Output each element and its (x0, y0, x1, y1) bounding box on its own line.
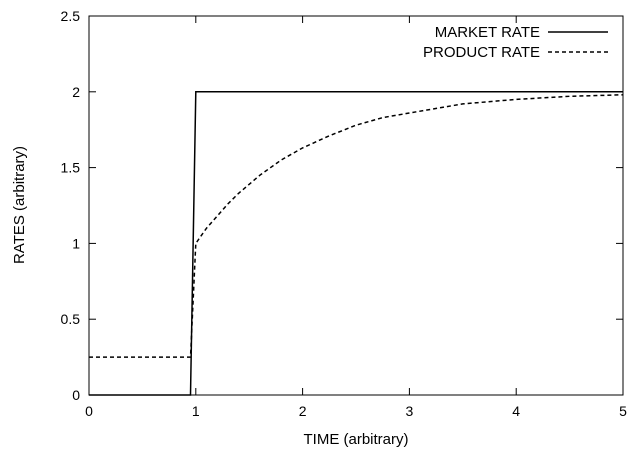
x-tick-label: 1 (192, 403, 200, 419)
y-axis-label: RATES (arbitrary) (11, 146, 28, 264)
series-line-product-rate (89, 94, 624, 358)
y-tick-label: 0 (72, 387, 80, 403)
plot-frame (88, 15, 624, 396)
x-tick-label: 4 (512, 403, 520, 419)
x-tick-label: 3 (406, 403, 414, 419)
y-tick-label: 2.5 (61, 8, 81, 24)
x-tick-label: 5 (619, 403, 627, 419)
series-line-market-rate (89, 91, 623, 396)
y-tick-label: 0.5 (61, 311, 81, 327)
y-tick-label: 2 (72, 84, 80, 100)
x-axis-label: TIME (arbitrary) (304, 431, 409, 448)
legend-label: MARKET RATE (435, 24, 540, 41)
y-tick-label: 1.5 (61, 160, 81, 176)
x-tick-label: 0 (85, 403, 93, 419)
legend-label: PRODUCT RATE (423, 44, 540, 61)
y-tick-label: 1 (72, 235, 80, 251)
x-tick-label: 2 (299, 403, 307, 419)
